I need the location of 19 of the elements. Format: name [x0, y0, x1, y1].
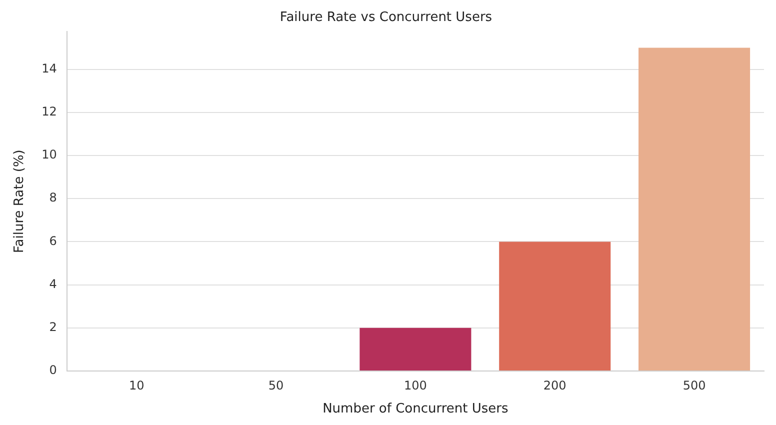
y-axis-title: Failure Rate (%)	[12, 150, 28, 253]
x-tick-label: 200	[543, 378, 566, 392]
x-tick-label: 10	[128, 378, 144, 392]
y-tick-label: 0	[49, 363, 57, 378]
x-axis-title: Number of Concurrent Users	[322, 402, 509, 417]
x-tick-label: 500	[682, 378, 706, 392]
y-tick-label: 12	[42, 104, 57, 119]
y-tick-label: 6	[49, 234, 57, 248]
y-tick-label: 8	[49, 190, 57, 205]
y-tick-label: 14	[42, 61, 57, 76]
bar	[638, 48, 750, 370]
x-tick-label: 50	[268, 378, 284, 392]
y-tick-label: 4	[49, 276, 57, 291]
y-tick-label: 2	[49, 320, 57, 334]
bar	[499, 242, 611, 370]
bar	[360, 328, 472, 370]
x-tick-label: 100	[404, 378, 427, 392]
y-tick-label: 10	[42, 148, 57, 162]
chart-title: Failure Rate vs Concurrent Users	[280, 10, 492, 26]
